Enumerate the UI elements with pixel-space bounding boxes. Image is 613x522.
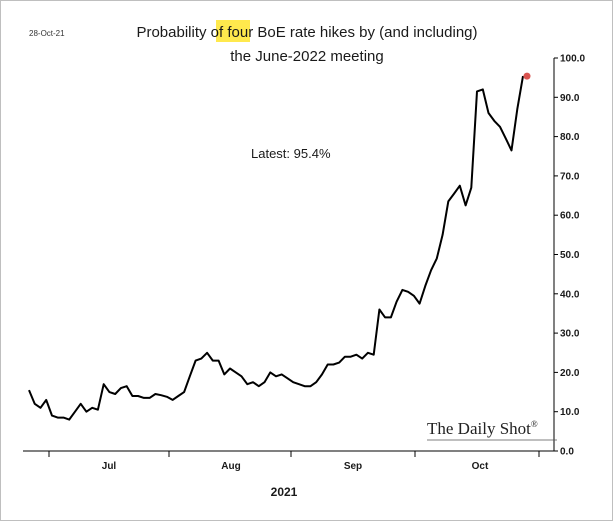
- y-tick-label: 70.0: [560, 171, 580, 182]
- y-tick-label: 50.0: [560, 250, 580, 261]
- series-line: [28, 75, 524, 421]
- brand-mark: ®: [531, 419, 538, 429]
- brand-logo: The Daily Shot®: [427, 419, 538, 438]
- x-axis: Jul Aug Sep Oct: [23, 450, 554, 472]
- x-tick-label: Jul: [102, 461, 117, 472]
- y-axis: 0.0 10.0 20.0 30.0 40.0 50.0 60.0 70.0 80.0 90.0 1…: [553, 54, 585, 458]
- x-axis-year-label: 2021: [271, 485, 298, 499]
- title-highlight: [216, 20, 250, 42]
- x-tick-label: Sep: [344, 461, 362, 472]
- chart-title-line2: the June-2022 meeting: [230, 48, 383, 65]
- y-tick-label: 60.0: [560, 211, 580, 222]
- brand-name: The Daily Shot: [427, 419, 531, 438]
- y-tick-label: 30.0: [560, 329, 580, 340]
- latest-point-marker: [523, 72, 531, 80]
- y-tick-label: 100.0: [560, 54, 585, 65]
- date-stamp: 28-Oct-21: [29, 29, 65, 38]
- y-tick-label: 10.0: [560, 407, 580, 418]
- chart-title-post: BoE rate hikes by (and including): [253, 24, 477, 41]
- y-tick-label: 80.0: [560, 132, 580, 143]
- y-tick-label: 20.0: [560, 368, 580, 379]
- chart-title-pre: Probability of: [136, 24, 227, 41]
- y-tick-label: 40.0: [560, 289, 580, 300]
- x-tick-label: Aug: [221, 461, 240, 472]
- chart-title-highlight: four: [227, 24, 253, 41]
- latest-annotation: Latest: 95.4%: [251, 146, 331, 161]
- y-tick-label: 0.0: [560, 447, 574, 458]
- chart-title-line1: Probability of four BoE rate hikes by (a…: [136, 24, 477, 41]
- x-tick-label: Oct: [472, 461, 489, 472]
- y-tick-label: 90.0: [560, 93, 580, 104]
